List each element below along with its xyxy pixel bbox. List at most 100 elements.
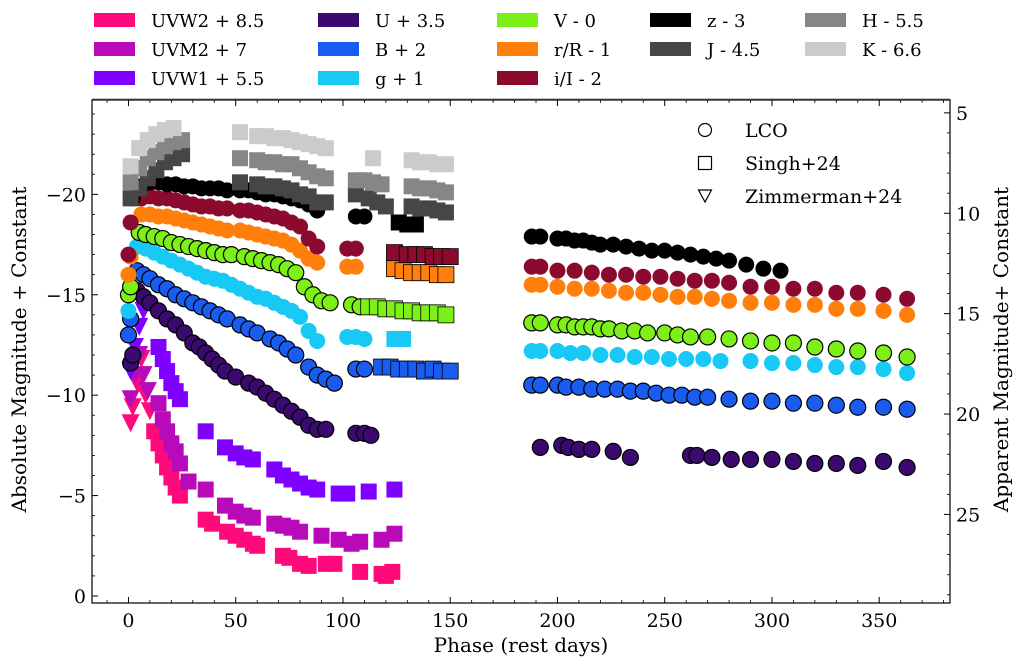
- data-point: [352, 563, 369, 580]
- data-point: [437, 204, 454, 221]
- x-tick-label: 100: [325, 610, 361, 632]
- data-point: [875, 361, 892, 378]
- legend-label: z - 3: [707, 11, 745, 32]
- series-u: [122, 282, 916, 477]
- legend-entry: UVW1 + 5.5: [94, 69, 264, 90]
- x-tick-label: 50: [224, 610, 248, 632]
- data-point: [532, 228, 549, 245]
- legend-entry: H - 5.5: [805, 11, 924, 32]
- x-axis-title: Phase (rest days): [434, 633, 609, 657]
- data-point: [741, 450, 760, 469]
- series-b: [119, 262, 916, 418]
- data-point: [122, 174, 139, 191]
- data-point: [785, 296, 802, 313]
- data-point: [549, 262, 566, 279]
- legend-label: H - 5.5: [862, 11, 924, 32]
- data-point: [722, 450, 740, 469]
- legend-label: UVW1 + 5.5: [151, 69, 264, 90]
- y-axis-title: Absolute Magnitude + Constant: [7, 187, 31, 514]
- series-i-i: [120, 188, 916, 307]
- data-point: [583, 440, 601, 458]
- data-point: [678, 351, 695, 368]
- data-point: [174, 146, 191, 163]
- data-point: [317, 140, 334, 157]
- data-point: [356, 330, 373, 347]
- legend-label: U + 3.5: [375, 11, 445, 32]
- x-tick-label: 200: [539, 610, 575, 632]
- legend-swatch: [94, 42, 135, 56]
- data-point: [618, 238, 635, 255]
- marker-legend: LCO Singh+24 Zimmerman+24: [697, 120, 902, 208]
- data-point: [566, 280, 583, 297]
- marker-legend-label: Zimmerman+24: [745, 186, 902, 208]
- data-point: [898, 400, 916, 418]
- band-legend: UVW2 + 8.5 UVM2 + 7 UVW1 + 5.5 U + 3.5 B + 2…: [92, 11, 950, 100]
- legend-swatch: [94, 71, 135, 85]
- plot-area: 0 50 100 150 200 250 300 350 0 −5 −10 −15 −20 5 10 15 20…: [46, 99, 980, 632]
- data-point: [849, 398, 867, 416]
- data-point: [249, 537, 266, 554]
- data-point: [741, 332, 760, 350]
- x-tick-label: 300: [754, 610, 790, 632]
- data-point: [699, 388, 717, 406]
- data-point: [763, 278, 780, 295]
- data-point: [849, 456, 867, 475]
- data-point: [849, 342, 867, 360]
- data-point: [600, 282, 617, 299]
- data-point: [549, 278, 566, 295]
- legend-label: g + 1: [375, 69, 425, 90]
- data-point: [122, 214, 139, 231]
- data-point: [386, 481, 403, 498]
- data-point: [806, 338, 824, 356]
- data-point: [154, 447, 171, 464]
- data-point: [150, 395, 167, 412]
- data-point: [347, 258, 364, 275]
- legend-swatch: [318, 71, 359, 85]
- legend-entry: U + 3.5: [318, 11, 445, 32]
- data-point: [325, 374, 343, 392]
- data-point: [784, 394, 803, 412]
- data-point: [708, 250, 725, 267]
- data-point: [656, 242, 673, 259]
- data-point: [630, 240, 647, 257]
- data-point: [219, 182, 236, 199]
- data-point: [763, 450, 781, 469]
- data-point: [827, 340, 845, 358]
- axis-ticks: 0 50 100 150 200 250 300 350 0 −5 −10 −15 −20 5 10 15 20…: [46, 100, 980, 632]
- data-point: [741, 392, 760, 410]
- data-point: [373, 176, 390, 193]
- right-y-tick-label: 15: [956, 304, 980, 326]
- data-point: [755, 260, 772, 277]
- data-point: [138, 382, 157, 401]
- legend-entry: UVW2 + 8.5: [94, 11, 264, 32]
- data-point: [784, 452, 803, 471]
- data-point: [171, 487, 188, 504]
- y-tick-label: 0: [74, 586, 86, 608]
- data-point: [618, 284, 635, 301]
- data-point: [699, 328, 717, 346]
- legend-swatch: [318, 13, 359, 27]
- data-point: [317, 420, 335, 438]
- right-y-tick-label: 25: [956, 504, 980, 526]
- data-point: [197, 481, 214, 498]
- legend-entry: K - 6.6: [805, 40, 922, 61]
- data-point: [441, 248, 459, 266]
- data-point: [575, 345, 592, 362]
- marker-legend-entry: LCO: [697, 120, 788, 142]
- data-point: [703, 448, 721, 467]
- data-point: [827, 454, 845, 473]
- data-point: [134, 366, 153, 385]
- data-point: [364, 150, 381, 167]
- data-point: [377, 198, 394, 215]
- data-point: [592, 236, 609, 253]
- data-point: [661, 351, 678, 368]
- data-point: [643, 349, 660, 366]
- data-point: [721, 292, 738, 309]
- data-point: [373, 531, 390, 548]
- square-marker-icon: [697, 155, 713, 171]
- legend-entry: B + 2: [318, 40, 426, 61]
- data-point: [300, 557, 317, 574]
- data-point: [721, 274, 738, 291]
- data-point: [849, 359, 866, 376]
- data-point: [688, 446, 706, 465]
